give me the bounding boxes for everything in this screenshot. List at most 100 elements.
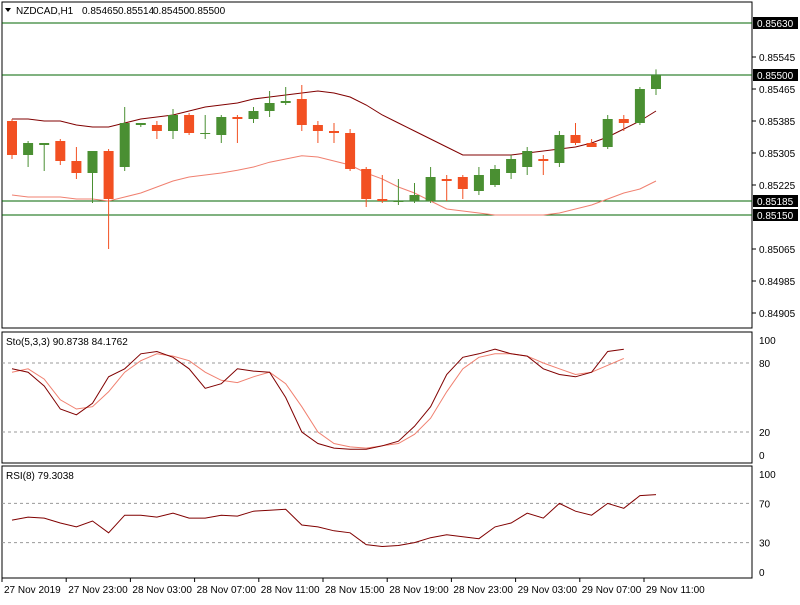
price-axis: 0.85545 0.85465 0.85385 0.85305 0.85225 0.850… [752,53,796,320]
indicator-tick-label: 20 [759,428,771,439]
candle-body [409,195,420,201]
indicator-tick-label: 0 [759,568,765,579]
candle-body [393,201,404,202]
lower-band-line [11,155,657,216]
candle-body [329,131,339,133]
candle-body [23,143,34,155]
candle-body [361,169,372,199]
header-low: 0.85450 [153,6,190,17]
time-tick-label: 28 Nov 15:00 [325,585,385,596]
time-tick-label: 27 Nov 23:00 [68,585,128,596]
price-level-label: 0.85185 [757,197,794,208]
candle-body [457,177,468,189]
candle-body [216,117,227,135]
upper-band-line [12,90,657,156]
candle-body [425,177,436,201]
candle-body [87,151,98,173]
candle-body [312,125,323,131]
bollinger-bands [11,90,657,216]
candle-body [135,123,146,125]
main-pane-frame [1,1,753,329]
price-level-lines: 0.85630 0.85500 0.85185 0.85150 [2,17,798,222]
candle-body [264,103,275,111]
candle-body [345,133,356,169]
candle-body [7,121,17,155]
price-level-label: 0.85630 [757,19,794,30]
time-tick-label: 28 Nov 23:00 [453,585,513,596]
candle-body [651,75,661,89]
indicator-tick-label: 30 [759,539,771,550]
candle-body [586,143,597,147]
rsi-pane-frame [1,465,753,579]
price-level-label: 0.85500 [757,71,794,82]
candle-body [554,135,565,163]
indicator-tick-label: 0 [759,451,765,462]
indicator-tick-label: 100 [759,470,776,481]
time-tick-label: 27 Nov 2019 [4,585,61,596]
time-tick-label: 29 Nov 11:00 [646,585,705,596]
candle-body [119,123,130,167]
candle-body [280,101,291,103]
candle-body [248,111,259,119]
stochastic-indicator: 100 80 20 0 [2,336,776,462]
candlesticks [7,69,661,249]
stochastic-signal-line [11,353,624,449]
indicator-tick-label: 80 [759,359,771,370]
stochastic-label: Sto(5,3,3) 90.8738 84.1762 [6,337,128,348]
time-tick-label: 28 Nov 07:00 [197,585,257,596]
candle-body [602,119,613,147]
header-high: 0.85514 [118,6,155,17]
candle-body [103,151,114,199]
candle-body [200,133,211,134]
candle-body [151,125,162,131]
price-tick-label: 0.85545 [759,53,796,64]
candle-body [168,115,178,131]
symbol-timeframe: NZDCAD,H1 [16,6,74,17]
chevron-down-icon[interactable] [5,8,11,12]
indicator-tick-label: 100 [759,336,776,347]
indicator-tick-label: 70 [759,499,771,510]
candle-body [538,159,549,161]
time-tick-label: 28 Nov 03:00 [132,585,192,596]
price-level-tag [753,69,798,81]
candle-body [490,169,500,185]
candle-body [232,117,243,119]
stochastic-main-line [11,348,624,450]
candle-body [634,89,645,123]
price-level-tag [753,17,798,29]
candle-body [71,161,82,173]
price-tick-label: 0.85465 [759,85,796,96]
time-tick-label: 29 Nov 03:00 [518,585,578,596]
stochastic-pane-frame [1,331,753,464]
header-close: 0.85500 [189,6,226,17]
candle-body [39,143,50,145]
price-tick-label: 0.85305 [759,149,796,160]
candle-body [296,99,307,125]
price-level-tag [753,209,798,221]
time-tick-label: 29 Nov 07:00 [582,585,642,596]
candle-body [506,159,517,173]
price-tick-label: 0.85065 [759,245,796,256]
price-tick-label: 0.85385 [759,117,796,128]
price-level-tag [753,195,798,207]
header-open: 0.85465 [82,6,119,17]
time-tick-label: 28 Nov 19:00 [389,585,449,596]
time-tick-label: 28 Nov 11:00 [261,585,320,596]
rsi-indicator: 100 70 30 0 [2,470,776,579]
price-tick-label: 0.84985 [759,277,796,288]
price-tick-label: 0.84905 [759,309,796,320]
rsi-label: RSI(8) 79.3038 [6,471,74,482]
candle-body [473,175,484,191]
rsi-line [11,494,657,548]
candle-body [618,119,629,123]
price-level-label: 0.85150 [757,211,794,222]
candle-body [441,179,452,181]
candle-body [570,135,581,143]
candle-body [377,199,388,201]
candle-body [184,115,195,133]
price-tick-label: 0.85225 [759,181,796,192]
candle-body [55,141,66,161]
chart-header: NZDCAD,H1 0.85465 0.85514 0.85450 0.8550… [5,6,226,17]
